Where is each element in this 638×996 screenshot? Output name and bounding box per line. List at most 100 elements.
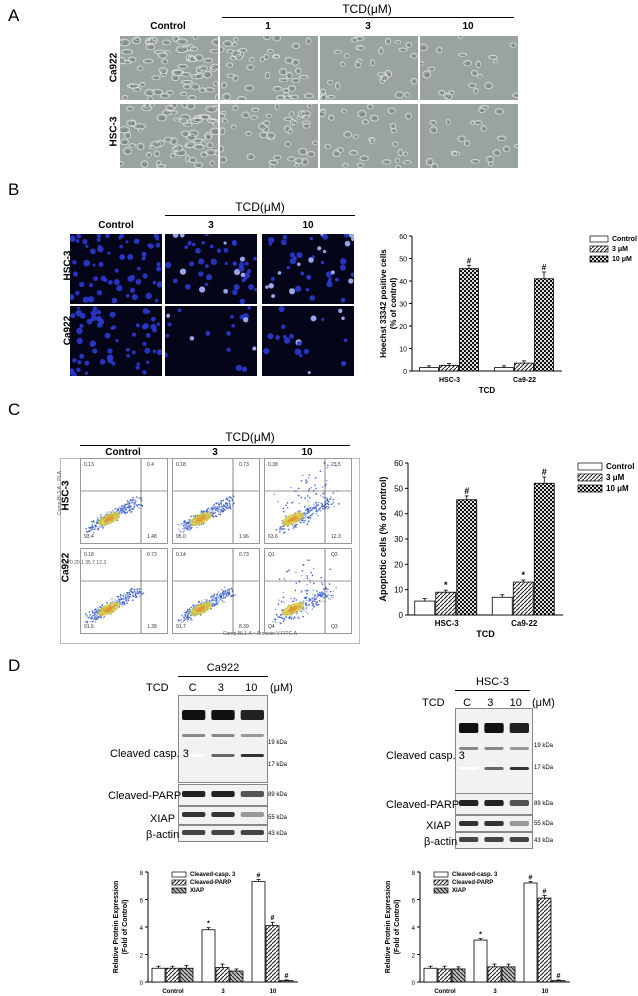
panel-a-tcd-label: TCD(μM) <box>342 2 392 16</box>
flow-cytometry-plot: 0.18 0.73 95.0 1.96 <box>172 458 260 544</box>
bar <box>451 968 466 983</box>
y-tick-label: 0 <box>412 981 416 987</box>
significance-mark: * <box>479 932 482 939</box>
bar <box>251 881 266 983</box>
x-tick-label: Control <box>434 989 456 995</box>
y-axis-label: (% of control) <box>389 277 398 329</box>
quadrant-value: 1.38 <box>147 624 157 630</box>
bar <box>437 968 452 983</box>
quadrant-value: 8.39 <box>239 624 249 630</box>
lane-label: 3 <box>487 697 494 709</box>
y-tick-label: 60 <box>394 459 403 468</box>
y-tick-label: 40 <box>399 279 407 286</box>
quadrant-value: 0.14 <box>176 552 186 558</box>
fluorescence-image <box>165 234 257 304</box>
flow-cytometry-plot: 0.13 0.4 93.4 1.48 <box>80 458 168 544</box>
legend-swatch <box>171 887 187 894</box>
significance-mark: # <box>542 263 547 272</box>
bar <box>435 591 457 616</box>
panel-a-col-10: 10 <box>462 21 474 32</box>
bar <box>512 581 534 616</box>
legend-swatch <box>577 484 603 493</box>
significance-mark: # <box>285 973 289 980</box>
quadrant-value: 0.4 <box>147 462 154 468</box>
micrograph <box>120 36 218 100</box>
legend-swatch <box>577 462 603 471</box>
blot-strip <box>178 825 268 842</box>
legend-label: XIAP <box>452 888 466 894</box>
bar <box>165 967 180 983</box>
y-tick-label: 50 <box>394 484 403 493</box>
y-axis-label: Relative Protein Expression <box>113 881 120 974</box>
extra-quad-value: 12.3 <box>96 560 107 566</box>
micrograph <box>220 104 318 168</box>
bar <box>487 966 502 983</box>
panel-letter-b: B <box>8 180 20 199</box>
panel-a-col-3: 3 <box>365 21 371 32</box>
fluorescence-image <box>262 234 354 304</box>
significance-mark: # <box>557 973 561 980</box>
y-tick-label: 0 <box>403 369 407 376</box>
kda-label: 55 kDa <box>534 821 554 827</box>
blot-strip <box>455 815 533 832</box>
bar <box>533 482 555 616</box>
legend-swatch <box>589 235 609 243</box>
legend-swatch <box>171 871 187 878</box>
micrograph <box>420 36 518 100</box>
y-tick-label: 0 <box>399 611 404 620</box>
micrograph <box>320 36 418 100</box>
bar <box>473 939 488 983</box>
blot-strip <box>178 784 268 806</box>
bar <box>439 364 459 372</box>
quadrant-value: Q4 <box>268 624 275 630</box>
significance-mark: # <box>467 256 472 265</box>
flow-cytometry-plot: 0.18 0.73 91.6 1.38 <box>80 548 168 634</box>
legend-swatch <box>577 473 603 482</box>
x-tick-label: 3 <box>493 989 497 995</box>
bar <box>201 929 216 983</box>
panel-c-col-10: 10 <box>301 447 313 458</box>
quadrant-value: 1.48 <box>147 534 157 540</box>
kda-label: 43 kDa <box>534 838 554 844</box>
quadrant-value: 23.5 <box>331 462 341 468</box>
blot-strip <box>178 806 268 825</box>
panel-c-extra-values: 0.70 20.1 35.7 12.3 <box>63 560 123 566</box>
quadrant-value: 0.73 <box>147 552 157 558</box>
panel-b-col-10: 10 <box>302 220 314 231</box>
blot-right-title-line <box>455 690 530 691</box>
y-tick-label: 4 <box>412 926 416 932</box>
kda-label: 89 kDa <box>534 801 554 807</box>
extra-quad-value: 35.7 <box>85 560 95 566</box>
kda-label: 19 kDa <box>268 740 288 746</box>
legend-label: Cleaved-PARP <box>452 880 493 886</box>
blot-left-lanes: C 3 10 <box>178 682 268 694</box>
blot-strip <box>178 695 268 783</box>
legend-label: 10 μM <box>612 256 632 263</box>
significance-mark: * <box>444 580 448 590</box>
legend-swatch <box>433 879 449 886</box>
legend-swatch <box>589 245 609 253</box>
quadrant-value: Q3 <box>331 624 338 630</box>
x-tick-label: HSC-3 <box>435 619 460 628</box>
panel-letter-a: A <box>8 6 20 25</box>
y-axis-label: Relative Protein Expression <box>385 881 392 974</box>
y-tick-label: 30 <box>399 302 407 309</box>
x-axis-label: TCD <box>476 629 495 639</box>
legend-swatch <box>433 871 449 878</box>
quadrant-value: 0.18 <box>84 552 94 558</box>
legend-label: 3 μM <box>606 473 625 482</box>
bar <box>265 925 280 983</box>
bar <box>514 362 534 372</box>
blot-strip <box>455 708 533 794</box>
panel-c-col-3: 3 <box>212 447 218 458</box>
lane-label: 10 <box>245 682 258 694</box>
blot-right-label-actin: β-actin <box>424 836 458 848</box>
y-tick-label: 40 <box>394 510 403 519</box>
flow-cytometry-plot: Q1 Q2 Q4 Q3 <box>264 548 352 634</box>
x-tick-label: 10 <box>270 989 277 995</box>
significance-mark: * <box>521 570 525 580</box>
micrograph <box>320 104 418 168</box>
x-tick-label: HSC-3 <box>439 377 460 384</box>
quadrant-value: 91.6 <box>84 624 94 630</box>
